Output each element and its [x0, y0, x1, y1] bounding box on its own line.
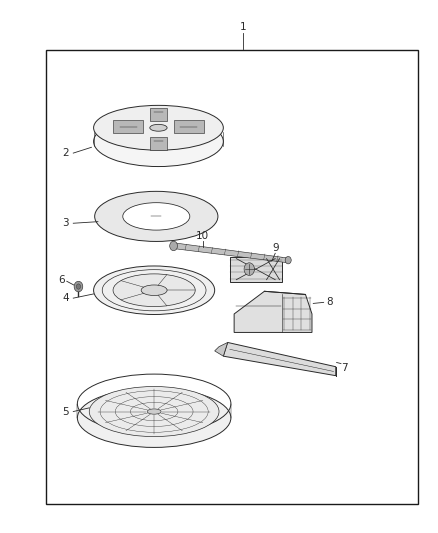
Text: 6: 6 [58, 274, 64, 285]
Circle shape [285, 256, 291, 264]
Ellipse shape [94, 116, 223, 166]
Text: 4: 4 [62, 293, 69, 303]
Text: 2: 2 [62, 148, 69, 158]
Ellipse shape [89, 386, 219, 437]
Text: 7: 7 [341, 363, 348, 373]
Polygon shape [223, 342, 336, 376]
Polygon shape [234, 292, 312, 333]
Polygon shape [173, 243, 288, 263]
Text: 8: 8 [326, 297, 332, 308]
Circle shape [74, 281, 83, 292]
Text: 1: 1 [240, 21, 246, 31]
Polygon shape [113, 120, 143, 133]
Circle shape [244, 263, 254, 276]
Text: 3: 3 [62, 218, 69, 228]
Ellipse shape [141, 285, 167, 295]
Ellipse shape [94, 106, 223, 150]
Ellipse shape [150, 124, 167, 131]
Circle shape [76, 284, 81, 289]
Text: 5: 5 [62, 407, 69, 417]
Ellipse shape [147, 409, 161, 414]
FancyBboxPatch shape [230, 257, 282, 282]
Polygon shape [150, 108, 167, 121]
Ellipse shape [78, 389, 231, 447]
Polygon shape [150, 138, 167, 150]
Ellipse shape [95, 191, 218, 241]
Text: 10: 10 [196, 231, 209, 241]
Ellipse shape [94, 266, 215, 314]
Ellipse shape [113, 274, 195, 306]
Polygon shape [173, 120, 204, 133]
Ellipse shape [123, 203, 190, 230]
Polygon shape [215, 342, 228, 356]
Circle shape [170, 241, 177, 251]
Bar [46, 50, 418, 504]
Text: 9: 9 [272, 243, 279, 253]
